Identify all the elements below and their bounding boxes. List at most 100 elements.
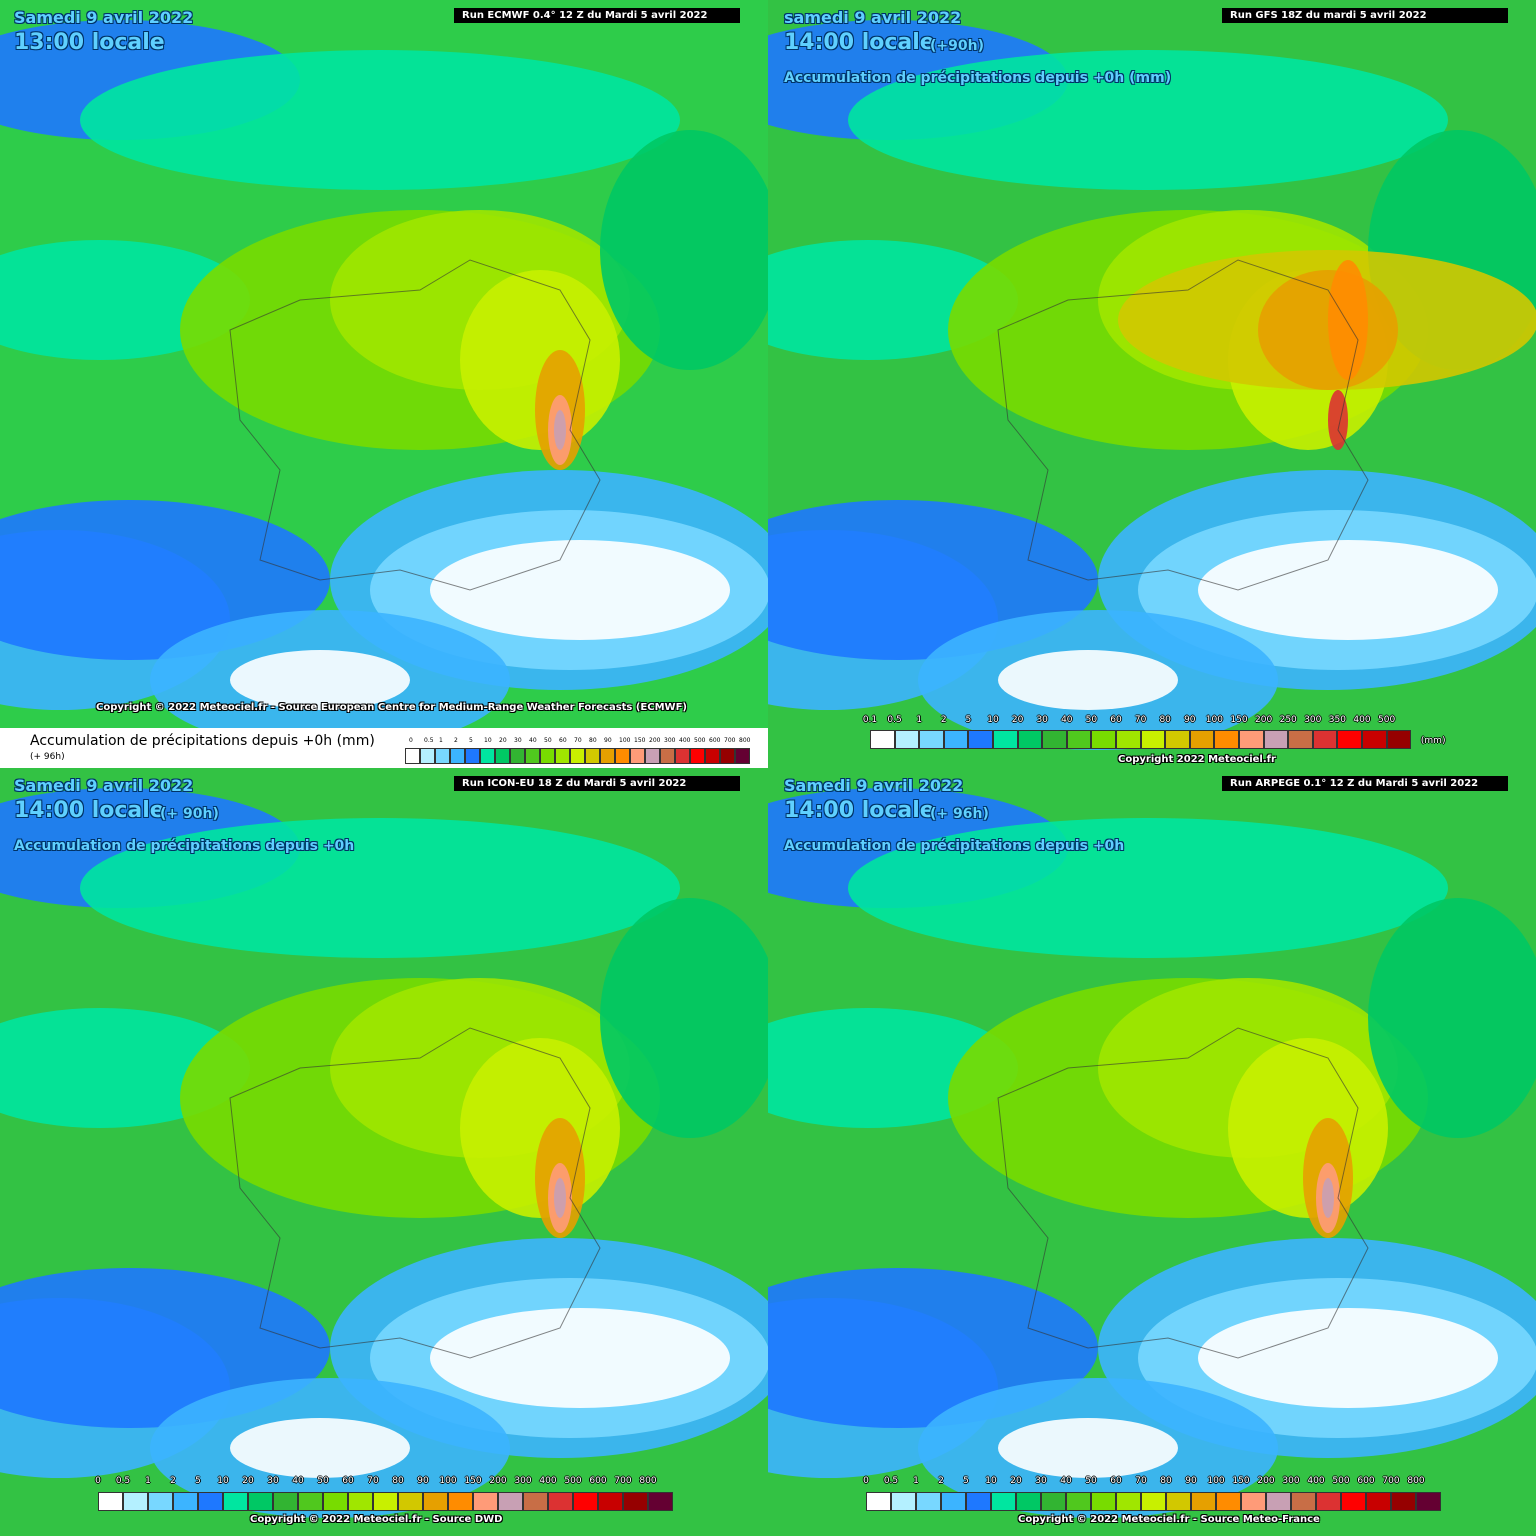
legend-swatch bbox=[1288, 730, 1313, 749]
legend-tick: 70 bbox=[574, 737, 582, 744]
legend-swatch bbox=[1017, 730, 1043, 749]
date: samedi 9 avril 2022 bbox=[784, 8, 962, 27]
legend-tick: 2 bbox=[938, 1476, 944, 1486]
legend-tick: 60 bbox=[559, 737, 567, 744]
legend-tick: 70 bbox=[1135, 1476, 1147, 1486]
legend-tick: 150 bbox=[634, 737, 646, 744]
copyright: Copyright 2022 Meteociel.fr bbox=[1118, 754, 1276, 765]
legend-tick: 1 bbox=[439, 737, 443, 744]
legend-swatch bbox=[1116, 1492, 1141, 1511]
legend-swatch bbox=[735, 748, 750, 764]
map-panel: Samedi 9 avril 2022 14:00 locale (+ 90h) Ac… bbox=[0, 768, 768, 1536]
legend-tick: 300 bbox=[514, 1476, 532, 1486]
legend-tick: 70 bbox=[367, 1476, 379, 1486]
legend-swatch bbox=[510, 748, 525, 764]
legend-swatch bbox=[1166, 1492, 1191, 1511]
legend-tick: 300 bbox=[1304, 715, 1322, 725]
legend-tick: 50 bbox=[544, 737, 552, 744]
legend-tick: 20 bbox=[499, 737, 507, 744]
legend-tick: 30 bbox=[514, 737, 522, 744]
legend-tick: 80 bbox=[1159, 715, 1171, 725]
legend-swatch bbox=[1263, 730, 1289, 749]
legend-tick: 0 bbox=[95, 1476, 101, 1486]
legend-tick: 30 bbox=[1036, 715, 1048, 725]
legend-swatch bbox=[373, 1492, 398, 1511]
date: Samedi 9 avril 2022 bbox=[784, 776, 964, 795]
copyright: Copyright © 2022 Meteociel.fr - Source E… bbox=[96, 702, 687, 713]
legend-tick: 5 bbox=[469, 737, 473, 744]
legend-swatch bbox=[1312, 730, 1338, 749]
legend-tick: 600 bbox=[589, 1476, 607, 1486]
precip-map bbox=[0, 0, 768, 768]
legend-tick: 500 bbox=[1332, 1476, 1350, 1486]
legend-tick: 10 bbox=[985, 1476, 997, 1486]
legend-tick: 40 bbox=[529, 737, 537, 744]
legend-swatch bbox=[648, 1492, 673, 1511]
legend-swatch bbox=[645, 748, 660, 764]
legend-tick: 90 bbox=[1185, 1476, 1197, 1486]
legend-tick: 100 bbox=[619, 737, 631, 744]
legend-tick: 200 bbox=[489, 1476, 507, 1486]
legend-swatch bbox=[1386, 730, 1412, 749]
legend-tick: 90 bbox=[604, 737, 612, 744]
legend-swatch bbox=[1016, 1492, 1041, 1511]
legend-tick: 800 bbox=[739, 737, 751, 744]
legend-swatch bbox=[1291, 1492, 1316, 1511]
run-label: Run ARPEGE 0.1° 12 Z du Mardi 5 avril 20… bbox=[1222, 776, 1508, 791]
horizon: (+ 96h) bbox=[930, 806, 989, 822]
legend-swatch bbox=[1165, 730, 1190, 749]
legend-tick: 200 bbox=[1255, 715, 1273, 725]
legend-swatch bbox=[1341, 1492, 1366, 1511]
legend-tick: 2 bbox=[170, 1476, 176, 1486]
run-label: Run ECMWF 0.4° 12 Z du Mardi 5 avril 202… bbox=[454, 8, 740, 23]
legend-swatch bbox=[540, 748, 555, 764]
legend-swatch bbox=[1366, 1492, 1391, 1511]
precip-map bbox=[768, 0, 1536, 768]
legend-swatch bbox=[98, 1492, 123, 1511]
legend-swatch bbox=[423, 1492, 448, 1511]
legend-swatch bbox=[223, 1492, 248, 1511]
legend-tick: 600 bbox=[709, 737, 721, 744]
legend-swatch bbox=[1391, 1492, 1416, 1511]
legend-tick: 150 bbox=[464, 1476, 482, 1486]
legend-swatch bbox=[1042, 730, 1067, 749]
legend-tick: 250 bbox=[1279, 715, 1297, 725]
legend-swatch bbox=[1041, 1492, 1066, 1511]
legend-swatch bbox=[123, 1492, 148, 1511]
legend-tick: 0 bbox=[863, 1476, 869, 1486]
legend-swatch bbox=[555, 748, 570, 764]
legend-swatch bbox=[870, 730, 895, 749]
legend-tick: 80 bbox=[392, 1476, 404, 1486]
legend-swatch bbox=[570, 748, 585, 764]
legend-tick: 100 bbox=[1205, 715, 1223, 725]
legend-tick: 10 bbox=[217, 1476, 229, 1486]
legend-swatch bbox=[720, 748, 735, 764]
legend-swatch bbox=[1091, 1492, 1116, 1511]
legend-tick: 0.5 bbox=[115, 1476, 131, 1486]
legend-swatch bbox=[1266, 1492, 1291, 1511]
map-panel: samedi 9 avril 2022 14:00 locale (+90h) Acc… bbox=[768, 0, 1536, 768]
legend-tick: 0.1 bbox=[862, 715, 878, 725]
legend-tick: 20 bbox=[242, 1476, 254, 1486]
legend-swatch bbox=[1116, 730, 1141, 749]
legend-swatch bbox=[660, 748, 675, 764]
map-panel: Samedi 9 avril 2022 14:00 locale (+ 96h) Ac… bbox=[768, 768, 1536, 1536]
subtitle: Accumulation de précipitations depuis +0… bbox=[14, 838, 355, 854]
legend-tick: 60 bbox=[1110, 715, 1122, 725]
legend-swatch bbox=[525, 748, 540, 764]
legend-tick: 90 bbox=[417, 1476, 429, 1486]
legend-tick: 20 bbox=[1010, 1476, 1022, 1486]
legend-tick: 50 bbox=[317, 1476, 329, 1486]
legend-swatch bbox=[450, 748, 465, 764]
legend-tick: 0.5 bbox=[883, 1476, 899, 1486]
local-time: 14:00 locale bbox=[14, 798, 165, 823]
subtitle: Accumulation de précipitations depuis +0… bbox=[784, 70, 1172, 86]
subtitle: Accumulation de précipitations depuis +0… bbox=[784, 838, 1125, 854]
legend-tick: 80 bbox=[589, 737, 597, 744]
legend-swatch bbox=[705, 748, 720, 764]
legend-swatch bbox=[1337, 730, 1362, 749]
legend-swatch bbox=[495, 748, 510, 764]
legend-swatch bbox=[919, 730, 944, 749]
legend-tick: 20 bbox=[1011, 715, 1024, 725]
